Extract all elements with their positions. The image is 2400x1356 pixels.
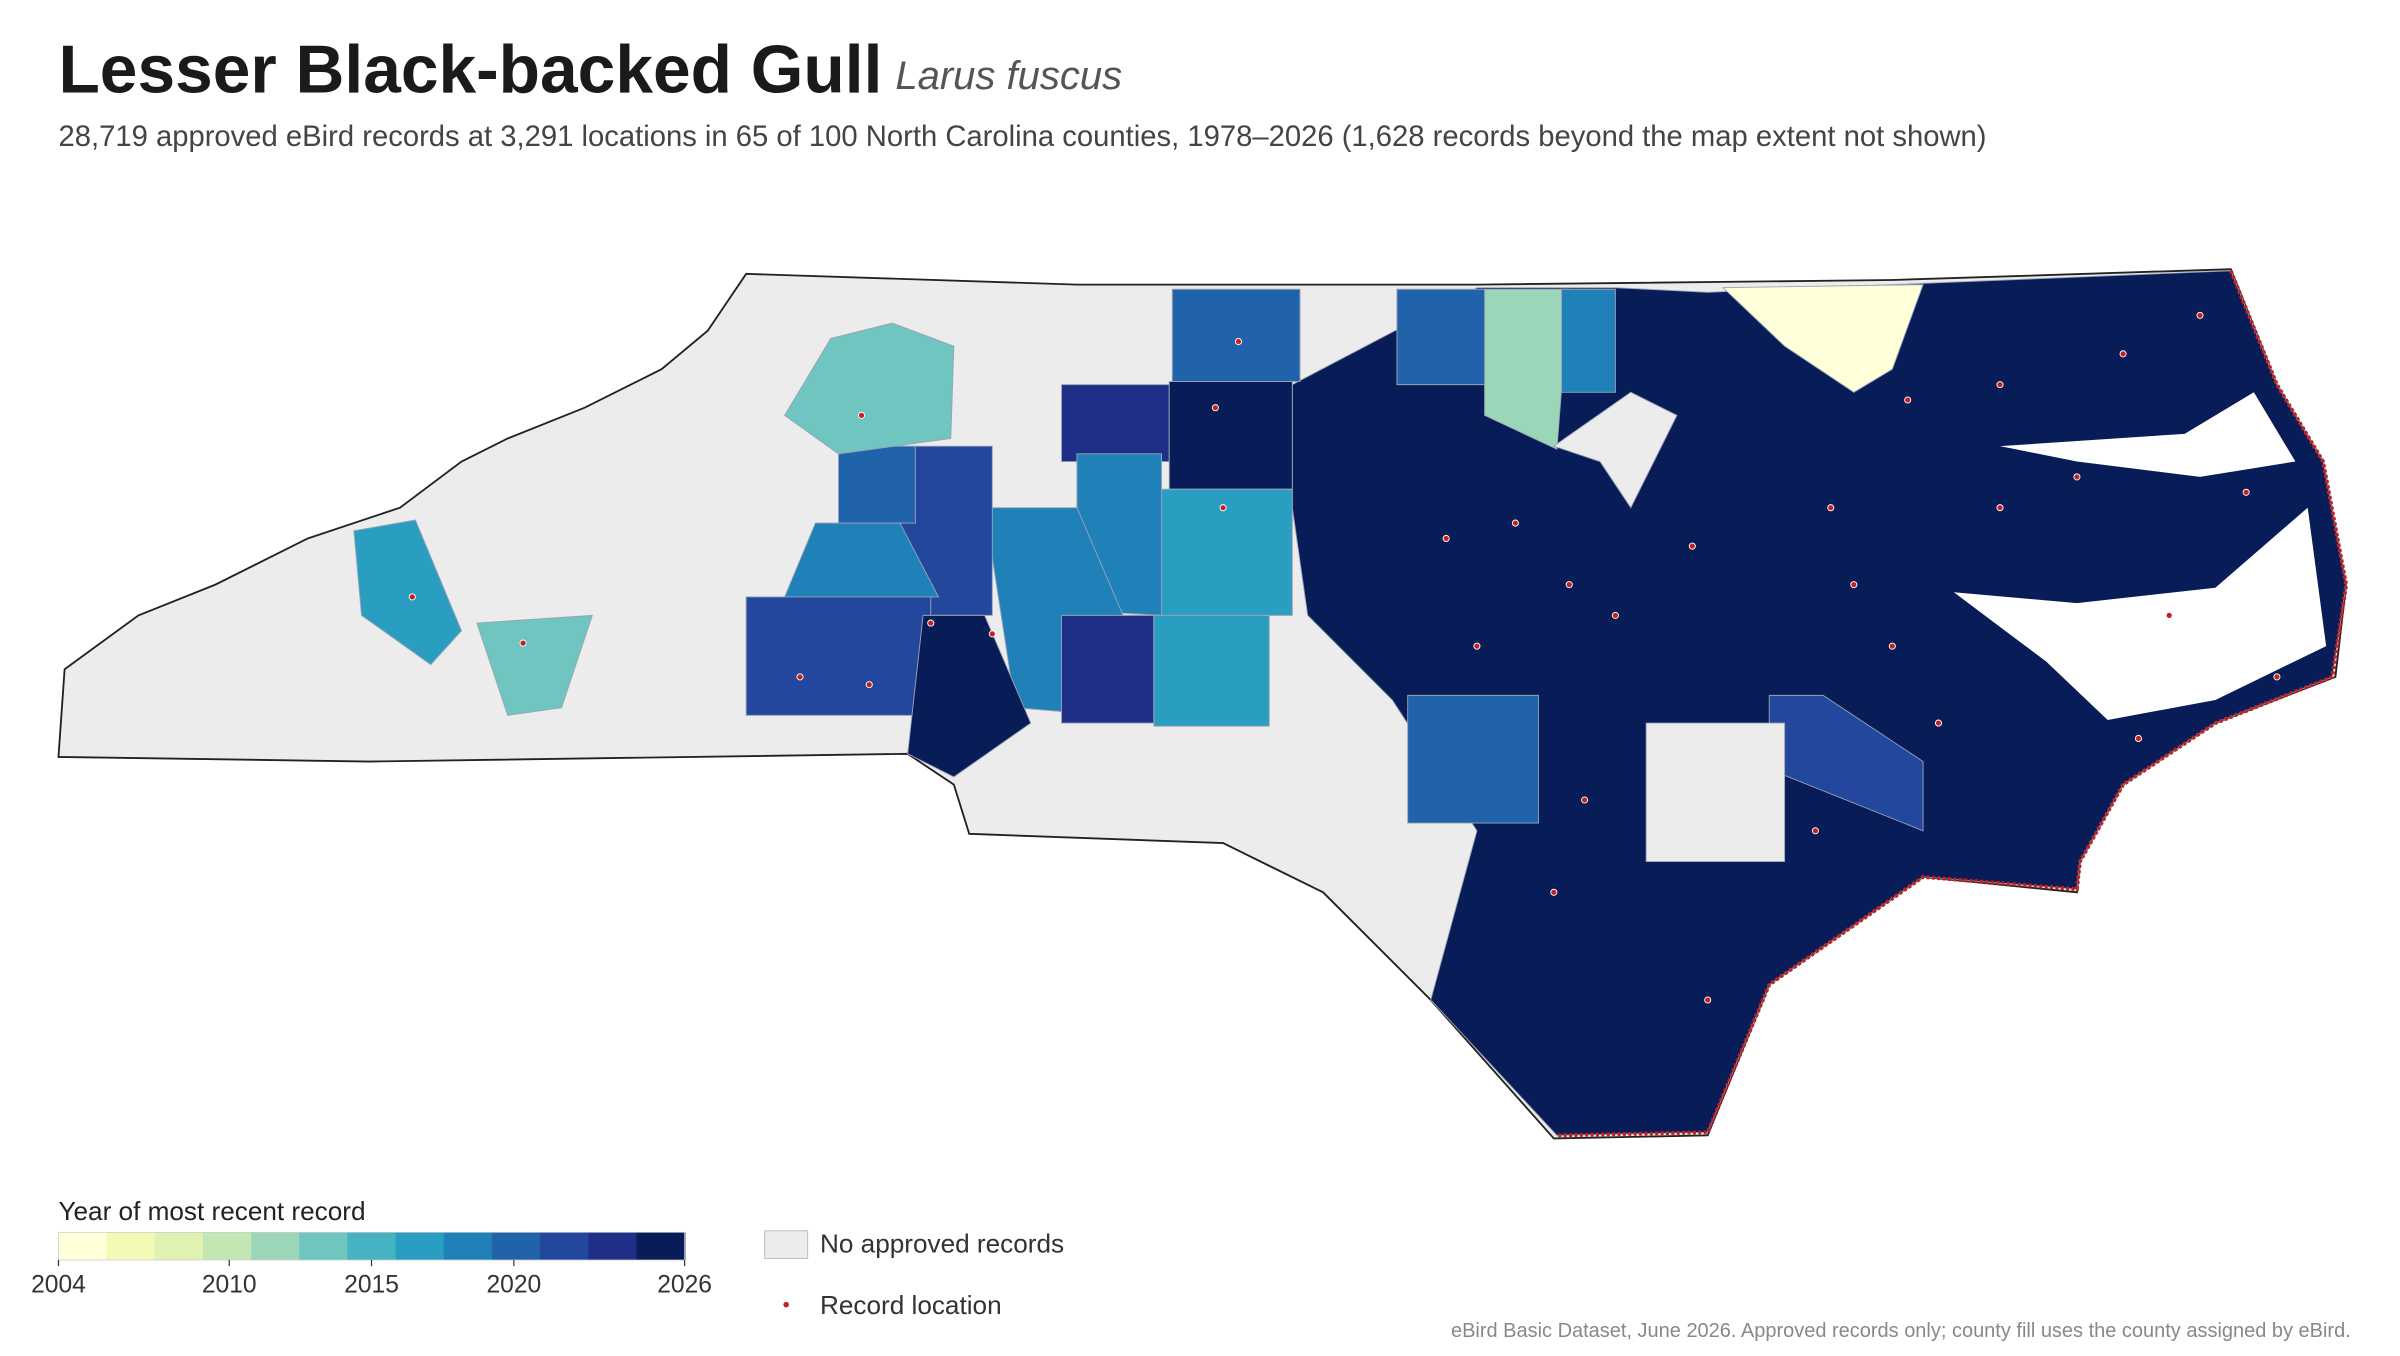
- record-dot: [1827, 504, 1835, 512]
- record-dot: [408, 593, 416, 601]
- county-fill: [1161, 488, 1293, 616]
- record-dot: [1904, 396, 1912, 404]
- no-data-label: No approved records: [820, 1228, 1064, 1258]
- record-dot: [2165, 611, 2173, 619]
- record-dot: [927, 619, 935, 627]
- county-fill: [476, 614, 593, 716]
- record-dot: [2242, 488, 2250, 496]
- source-note: eBird Basic Dataset, June 2026. Approved…: [1451, 1320, 2351, 1342]
- record-dot: [2134, 734, 2142, 742]
- colorbar-tick-label: 2020: [486, 1271, 541, 1298]
- record-dot: [2119, 350, 2127, 358]
- record-dot: [1473, 642, 1481, 650]
- county-no-data: [1645, 722, 1786, 862]
- record-dot: [1581, 796, 1589, 804]
- record-dot: [519, 639, 527, 647]
- record-dot: [2273, 673, 2281, 681]
- colorbar-swatch: [106, 1232, 156, 1260]
- record-dot: [796, 673, 804, 681]
- county-fill: [353, 519, 463, 666]
- county-fill: [1171, 288, 1301, 382]
- county-fill: [783, 522, 940, 598]
- record-dot: [1565, 581, 1573, 589]
- colorbar-swatch: [299, 1232, 349, 1260]
- title: Lesser Black-backed Gull: [58, 32, 882, 107]
- colorbar-swatch: [491, 1232, 541, 1260]
- sound-water: [2000, 392, 2296, 477]
- record-dot: [2073, 473, 2081, 481]
- record-dot: [1219, 504, 1227, 512]
- colorbar-tick-label: 2015: [344, 1271, 399, 1298]
- colorbar-swatch: [588, 1232, 638, 1260]
- county-fill: [1168, 381, 1293, 490]
- record-dot: [1996, 381, 2004, 389]
- county-fill: [907, 614, 1032, 778]
- colorbar-swatch: [347, 1232, 397, 1260]
- county-fill: [1561, 288, 1616, 393]
- record-dot: [1934, 719, 1942, 727]
- record-dot: [1850, 581, 1858, 589]
- scientific-name: Larus fuscus: [895, 54, 1122, 98]
- sound-water: [1953, 507, 2327, 720]
- map-layer: [57, 268, 2349, 1140]
- county-fill: [1153, 614, 1270, 727]
- record-dot: [2196, 311, 2204, 319]
- colorbar-tick-label: 2026: [657, 1271, 712, 1298]
- record-dot: [865, 681, 873, 689]
- subtitle: 28,719 approved eBird records at 3,291 l…: [58, 121, 1986, 153]
- county-fill: [838, 445, 916, 524]
- colorbar-swatch: [58, 1232, 108, 1260]
- colorbar-swatch: [636, 1232, 686, 1260]
- county-no-data: [1552, 391, 1678, 509]
- colorbar-tick-label: 2010: [202, 1271, 257, 1298]
- colorbar-tick-label: 2004: [31, 1271, 86, 1298]
- record-dot: [1996, 504, 2004, 512]
- record-dot: [1511, 519, 1519, 527]
- points-label: Record location: [820, 1290, 1002, 1320]
- record-dot: [1550, 888, 1558, 896]
- record-dot: [1611, 611, 1619, 619]
- county-fill: [1061, 384, 1170, 462]
- record-dot: [858, 411, 866, 419]
- county-fill: [1396, 288, 1486, 386]
- colorbar-swatch: [251, 1232, 301, 1260]
- coast-records: [1556, 270, 2349, 1138]
- county-fill: [745, 596, 932, 716]
- legend-title: Year of most recent record: [58, 1196, 365, 1226]
- county-fill: [784, 322, 955, 455]
- record-dot: [1688, 542, 1696, 550]
- colorbar-swatch: [540, 1232, 590, 1260]
- county-fill: [1061, 614, 1155, 724]
- record-dot: [1704, 996, 1712, 1004]
- colorbar-swatch: [154, 1232, 204, 1260]
- record-dot: [1442, 534, 1450, 542]
- colorbar-swatch: [443, 1232, 493, 1260]
- county-fill: [1407, 694, 1539, 824]
- no-data-swatch: [764, 1230, 809, 1259]
- county-fill: [1721, 284, 1924, 393]
- record-dot: [1811, 827, 1819, 835]
- colorbar-swatch: [395, 1232, 445, 1260]
- record-dot: [1888, 642, 1896, 650]
- colorbar-swatch: [202, 1232, 252, 1260]
- record-dot: [988, 630, 996, 638]
- record-dot: [1211, 404, 1219, 412]
- record-dot: [1234, 337, 1242, 346]
- points-swatch: [783, 1301, 789, 1308]
